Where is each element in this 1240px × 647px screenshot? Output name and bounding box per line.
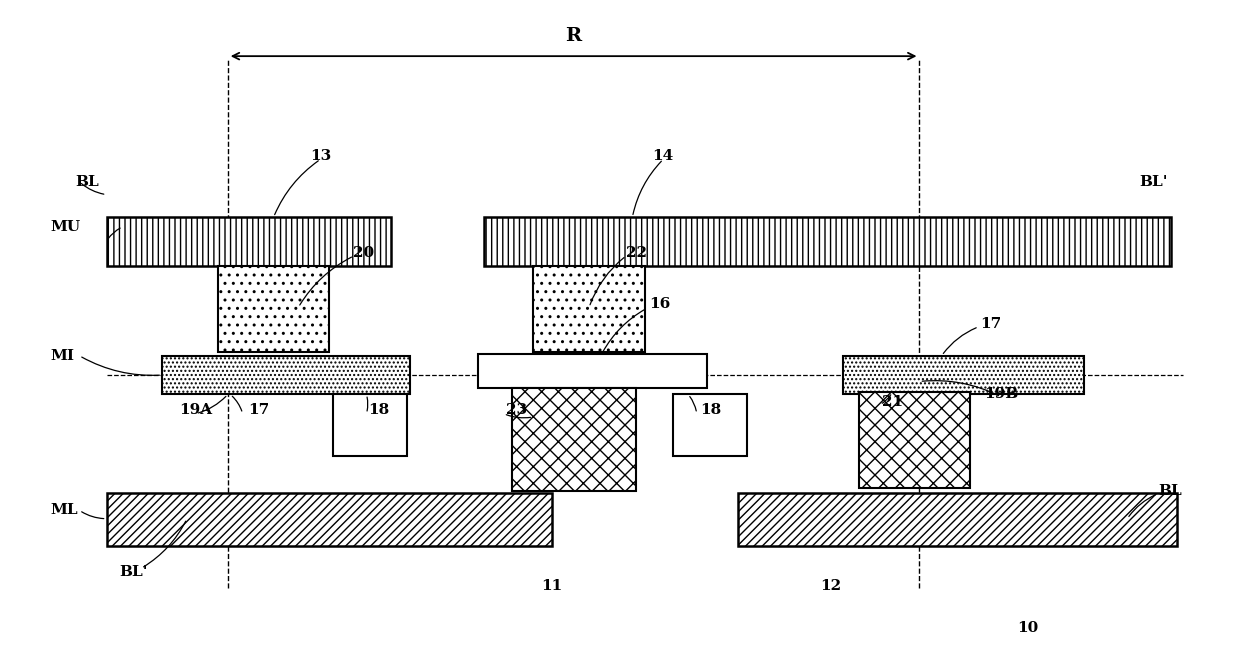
- Text: BL: BL: [76, 175, 99, 189]
- Bar: [334, 395, 407, 455]
- Bar: [107, 217, 391, 265]
- Text: MI: MI: [51, 349, 74, 363]
- Text: 20: 20: [353, 246, 374, 259]
- Bar: [484, 217, 1171, 265]
- Bar: [218, 265, 330, 353]
- Bar: [512, 388, 636, 491]
- Text: 10: 10: [1018, 620, 1039, 635]
- Text: 14: 14: [652, 149, 673, 163]
- Text: 16: 16: [649, 297, 670, 311]
- Text: 12: 12: [820, 579, 841, 593]
- Text: 22: 22: [626, 246, 646, 259]
- Bar: [738, 493, 1177, 546]
- Text: BL: BL: [1158, 484, 1182, 498]
- Text: MU: MU: [51, 220, 81, 234]
- Text: 18: 18: [699, 404, 720, 417]
- Text: 23: 23: [506, 404, 527, 417]
- Bar: [477, 355, 707, 388]
- Bar: [107, 493, 552, 546]
- Text: BL': BL': [1140, 175, 1168, 189]
- Text: 19A: 19A: [179, 404, 212, 417]
- Text: 17: 17: [981, 316, 1002, 331]
- Text: 17: 17: [248, 404, 269, 417]
- Text: BL': BL': [119, 565, 148, 578]
- Text: 13: 13: [310, 149, 331, 163]
- Text: ML: ML: [51, 503, 78, 518]
- Text: 18: 18: [368, 404, 389, 417]
- Bar: [843, 356, 1084, 395]
- Bar: [673, 395, 748, 455]
- Text: R: R: [565, 27, 582, 45]
- Text: 11: 11: [542, 579, 563, 593]
- Bar: [533, 265, 645, 353]
- Text: 19B: 19B: [983, 388, 1018, 401]
- Bar: [162, 356, 409, 395]
- Bar: [859, 393, 970, 488]
- Text: 21: 21: [882, 395, 903, 409]
